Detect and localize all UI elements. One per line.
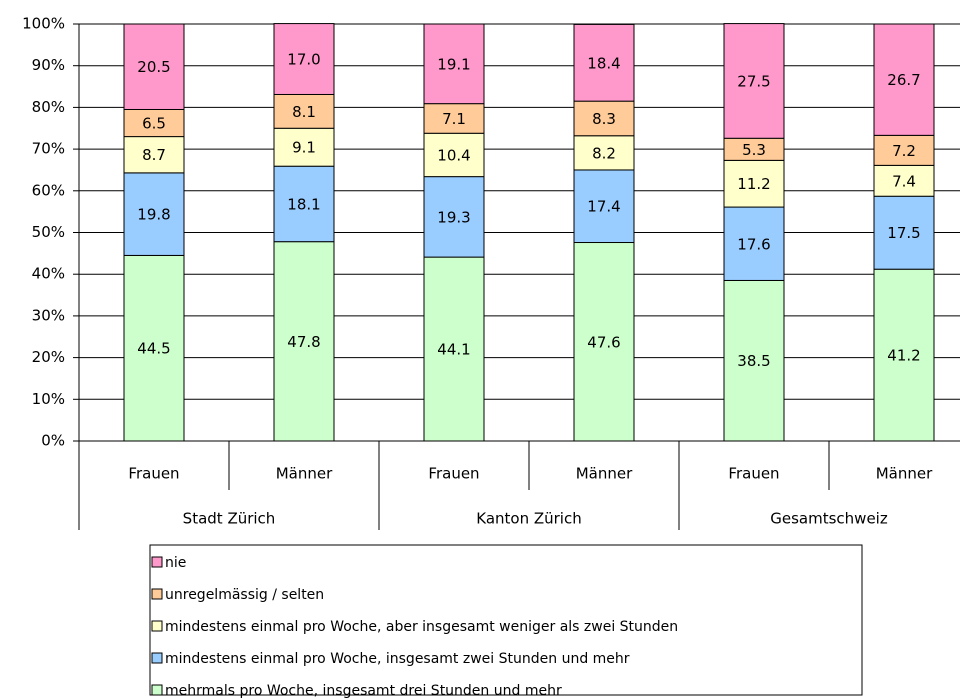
bar-segment [423,23,485,105]
bar-segment [873,134,935,166]
bar-segment [423,103,485,134]
x-tick-label: Frauen [728,465,779,483]
bar-segment [273,93,335,129]
data-label: 44.1 [437,341,470,359]
bar-segment [573,169,635,244]
data-label: 27.5 [737,72,770,90]
bar-segment [723,159,785,208]
y-tick-label: 80% [32,98,65,116]
bar-segment [423,132,485,178]
data-label: 17.5 [887,224,920,242]
data-label: 10.4 [437,146,470,164]
data-label: 26.7 [887,71,920,89]
data-label: 19.1 [437,55,470,73]
bar-segment [123,172,185,256]
y-tick-label: 20% [32,348,65,366]
y-tick-label: 30% [32,306,65,324]
group-label: Kanton Zürich [476,510,581,528]
y-tick-label: 90% [32,56,65,74]
data-label: 41.2 [887,347,920,365]
data-label: 38.5 [737,352,770,370]
bar-segment [723,206,785,281]
data-label: 8.7 [142,146,166,164]
legend-label: mindestens einmal pro Woche, aber insges… [165,619,678,635]
data-label: 6.5 [142,115,166,133]
data-label: 18.4 [587,54,620,72]
data-label: 7.1 [442,110,466,128]
legend-swatch [151,556,163,568]
bar-segment [573,135,635,171]
data-label: 47.8 [287,333,320,351]
legend-swatch [151,652,163,664]
y-tick-label: 0% [41,432,65,450]
data-label: 19.3 [437,208,470,226]
data-label: 19.8 [137,206,170,224]
x-tick-label: Männer [576,465,633,483]
bar-segment [573,242,635,442]
y-tick-label: 10% [32,390,65,408]
legend-swatch [151,620,163,632]
data-label: 5.3 [742,141,766,159]
bar-segment [273,23,335,95]
bar-segment [723,23,785,139]
data-label: 9.1 [292,139,316,157]
bar-segment [723,279,785,442]
x-tick-label: Männer [276,465,333,483]
data-label: 8.1 [292,103,316,121]
legend-label: mindestens einmal pro Woche, insgesamt z… [165,651,630,667]
legend-swatch [151,588,163,600]
bar-segment [123,108,185,138]
bar-segment [573,23,635,102]
legend-label: unregelmässig / selten [165,587,324,603]
group-label: Gesamtschweiz [770,510,888,528]
data-label: 7.2 [892,142,916,160]
data-label: 8.2 [592,144,616,162]
y-tick-label: 100% [22,15,65,33]
data-label: 18.1 [287,195,320,213]
legend-box [149,544,863,696]
bar-segment [873,195,935,270]
bar-segment [423,176,485,258]
x-tick-label: Männer [876,465,933,483]
x-tick-label: Frauen [428,465,479,483]
data-label: 11.2 [737,175,770,193]
bar-segment [573,100,635,137]
legend-swatch [151,684,163,696]
bar-segment [873,23,935,136]
bar-segment [873,268,935,442]
bar-segment [423,256,485,442]
data-label: 17.4 [587,198,620,216]
y-tick-label: 60% [32,181,65,199]
legend-label: mehrmals pro Woche, insgesamt drei Stund… [165,683,562,698]
data-label: 7.4 [892,172,916,190]
data-label: 17.6 [737,235,770,253]
y-tick-label: 40% [32,265,65,283]
data-label: 8.3 [592,110,616,128]
data-label: 20.5 [137,58,170,76]
data-label: 17.0 [287,51,320,69]
group-label: Stadt Zürich [183,510,276,528]
bar-segment [873,164,935,197]
y-tick-label: 70% [32,140,65,158]
data-label: 44.5 [137,340,170,358]
legend-label: nie [165,555,186,571]
bar-segment [123,23,185,110]
bar-segment [123,136,185,174]
data-label: 47.6 [587,333,620,351]
bar-segment [273,165,335,243]
bar-segment [273,127,335,167]
y-tick-label: 50% [32,223,65,241]
bar-segment [123,254,185,442]
bar-segment [273,241,335,442]
x-tick-label: Frauen [128,465,179,483]
